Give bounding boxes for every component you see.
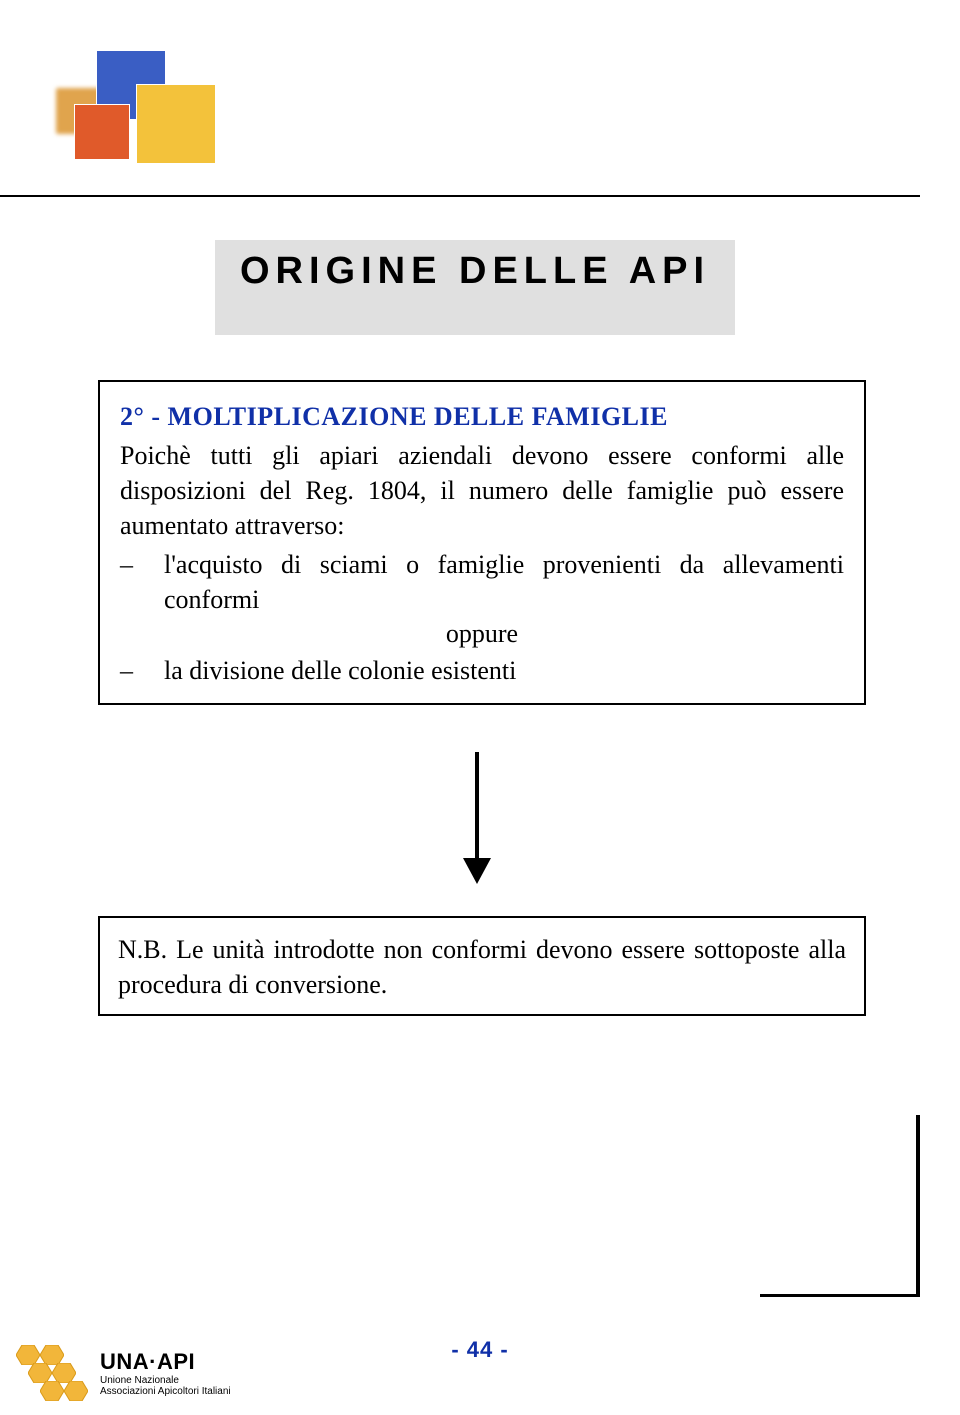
arrow-stem [475,752,479,862]
square-yellow [136,84,216,164]
hexagon-cluster-icon [12,1341,90,1405]
page: ORIGINE DELLE API 2° - MOLTIPLICAZIONE D… [0,0,960,1415]
footer-line2: Associazioni Apicoltori Italiani [100,1386,231,1397]
bottom-right-horizontal-rule [760,1294,920,1297]
arrow-head-icon [463,858,491,884]
content-box-1: 2° - MOLTIPLICAZIONE DELLE FAMIGLIE Poic… [98,380,866,705]
box1-heading: 2° - MOLTIPLICAZIONE DELLE FAMIGLIE [120,402,844,432]
box1-list: l'acquisto di sciami o famiglie provenie… [120,547,844,617]
top-horizontal-rule [0,195,920,197]
footer-logo-text: UNA·API Unione Nazionale Associazioni Ap… [100,1349,231,1397]
corner-decoration [40,20,220,180]
box1-bullet-1: l'acquisto di sciami o famiglie provenie… [120,547,844,617]
box1-bullet-2: la divisione delle colonie esistenti [120,653,844,688]
footer-brand: UNA·API [100,1349,231,1375]
box1-paragraph: Poichè tutti gli apiari aziendali devono… [120,438,844,543]
box1-separator: oppure [120,619,844,649]
box1-list-2: la divisione delle colonie esistenti [120,653,844,688]
content-box-2: N.B. Le unità introdotte non conformi de… [98,916,866,1016]
square-orange [74,104,130,160]
page-title: ORIGINE DELLE API [240,250,710,293]
bottom-right-vertical-rule [916,1115,920,1295]
footer-logo: UNA·API Unione Nazionale Associazioni Ap… [12,1341,231,1405]
box2-paragraph: N.B. Le unità introdotte non conformi de… [118,932,846,1002]
footer-line1: Unione Nazionale [100,1375,231,1386]
